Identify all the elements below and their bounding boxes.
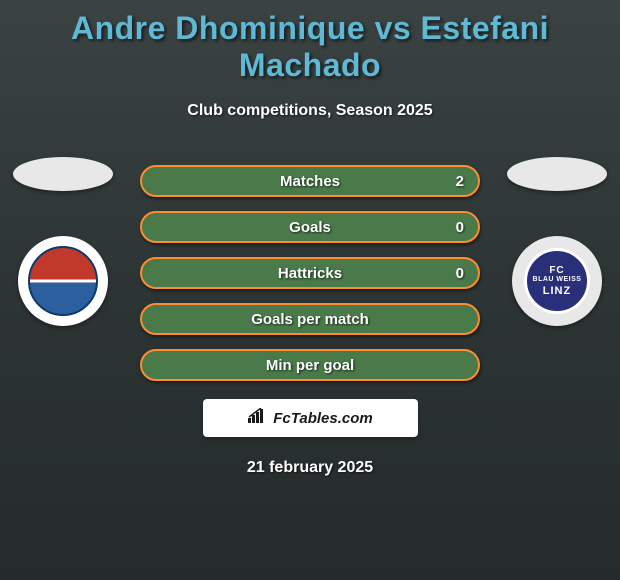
stat-right-value: 2 [456, 173, 464, 190]
stat-label: Goals [289, 219, 331, 236]
linz-badge-icon: FC BLAU WEISS LINZ [524, 248, 590, 314]
linz-fc-text: FC [549, 265, 564, 276]
stat-right-value: 0 [456, 219, 464, 236]
comparison-content: FC BLAU WEISS LINZ Matches 2 Goals 0 Hat… [0, 165, 620, 477]
bahia-badge-icon [28, 246, 98, 316]
player-right-avatar [507, 157, 607, 191]
watermark: FcTables.com [203, 399, 418, 437]
stat-row-goals-per-match: Goals per match [140, 303, 480, 335]
player-right-column: FC BLAU WEISS LINZ [502, 157, 612, 326]
player-left-column [8, 157, 118, 326]
stat-label: Goals per match [251, 311, 369, 328]
chart-icon [247, 408, 267, 429]
subtitle: Club competitions, Season 2025 [0, 102, 620, 120]
stat-row-min-per-goal: Min per goal [140, 349, 480, 381]
player-left-avatar [13, 157, 113, 191]
stat-row-goals: Goals 0 [140, 211, 480, 243]
stat-label: Hattricks [278, 265, 342, 282]
stat-right-value: 0 [456, 265, 464, 282]
page-title: Andre Dhominique vs Estefani Machado [0, 0, 620, 84]
club-badge-right: FC BLAU WEISS LINZ [512, 236, 602, 326]
stats-list: Matches 2 Goals 0 Hattricks 0 Goals per … [140, 165, 480, 381]
stat-row-hattricks: Hattricks 0 [140, 257, 480, 289]
stat-label: Matches [280, 173, 340, 190]
stat-row-matches: Matches 2 [140, 165, 480, 197]
date-label: 21 february 2025 [0, 459, 620, 477]
watermark-text: FcTables.com [273, 410, 372, 427]
linz-bw-text: BLAU WEISS [533, 276, 582, 283]
stat-label: Min per goal [266, 357, 354, 374]
club-badge-left [18, 236, 108, 326]
linz-name-text: LINZ [543, 285, 571, 297]
